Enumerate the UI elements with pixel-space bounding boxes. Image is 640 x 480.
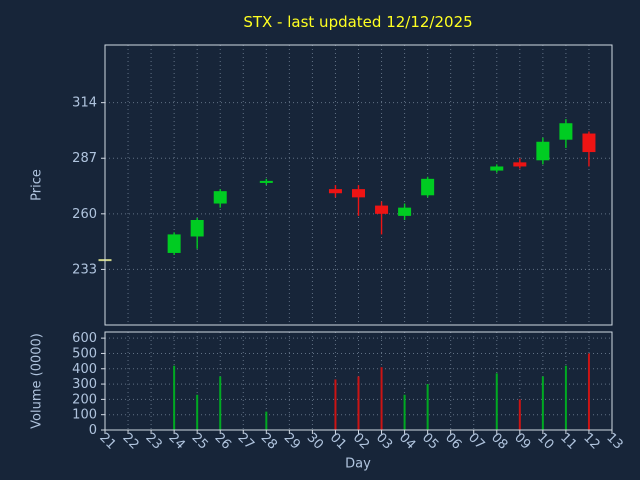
volume-bars bbox=[173, 353, 590, 430]
day-tick-label: 12 bbox=[580, 430, 602, 452]
candle-body-12 bbox=[582, 133, 596, 153]
price-axis-label: Price bbox=[29, 169, 45, 201]
day-tick-label: 08 bbox=[488, 430, 510, 452]
day-tick-label: 25 bbox=[189, 430, 211, 452]
volume-axis-label: Volume (0000) bbox=[29, 333, 45, 429]
day-tick-label: 21 bbox=[96, 430, 118, 452]
candle-body-26 bbox=[213, 191, 227, 204]
candle-body-11 bbox=[559, 123, 573, 140]
volume-tick-label: 600 bbox=[72, 331, 97, 346]
day-tick-label: 10 bbox=[534, 430, 556, 452]
candle-body-09 bbox=[513, 162, 527, 167]
candle-body-01 bbox=[328, 189, 342, 194]
chart-title: STX - last updated 12/12/2025 bbox=[243, 13, 473, 31]
day-tick-label: 13 bbox=[603, 430, 625, 452]
day-tick-label: 11 bbox=[557, 430, 579, 452]
candle-body-08 bbox=[490, 166, 504, 171]
candle-body-25 bbox=[190, 220, 204, 237]
candle-body-24 bbox=[167, 234, 181, 253]
plot-frames bbox=[104, 44, 613, 431]
day-axis-label: Day bbox=[345, 456, 371, 472]
candle-body-03 bbox=[375, 205, 389, 214]
day-tick-label: 26 bbox=[212, 430, 234, 452]
candle-body-05 bbox=[421, 178, 435, 196]
candle-body-02 bbox=[352, 189, 365, 198]
day-tick-label: 24 bbox=[165, 430, 187, 452]
price-tick-label: 233 bbox=[72, 262, 97, 277]
day-tick-label: 28 bbox=[258, 430, 280, 452]
day-tick-label: 01 bbox=[327, 430, 349, 452]
axis-ticks bbox=[101, 102, 613, 434]
day-tick-label: 02 bbox=[350, 430, 372, 452]
candle-body-28 bbox=[259, 180, 273, 183]
price-tick-label: 287 bbox=[72, 151, 97, 166]
day-tick-label: 29 bbox=[281, 430, 303, 452]
volume-tick-label: 500 bbox=[72, 346, 97, 361]
day-tick-label: 03 bbox=[373, 430, 395, 452]
volume-tick-label: 400 bbox=[72, 362, 97, 377]
day-tick-label: 05 bbox=[419, 430, 441, 452]
day-tick-label: 07 bbox=[465, 430, 487, 452]
volume-tick-label: 0 bbox=[89, 423, 97, 438]
volume-tick-label: 300 bbox=[72, 377, 97, 392]
price-tick-label: 260 bbox=[72, 207, 97, 222]
candle-body-10 bbox=[536, 141, 550, 161]
candlesticks bbox=[98, 119, 596, 262]
candle-body-04 bbox=[398, 207, 412, 216]
day-tick-label: 27 bbox=[235, 430, 257, 452]
volume-tick-label: 100 bbox=[72, 408, 97, 423]
gridlines bbox=[104, 45, 613, 431]
price-tick-label: 314 bbox=[72, 96, 97, 111]
day-tick-label: 04 bbox=[396, 430, 418, 452]
day-tick-label: 22 bbox=[119, 430, 141, 452]
day-tick-label: 06 bbox=[442, 430, 464, 452]
day-tick-label: 23 bbox=[142, 430, 164, 452]
day-tick-label: 30 bbox=[304, 430, 326, 452]
day-tick-label: 09 bbox=[511, 430, 533, 452]
volume-tick-label: 200 bbox=[72, 392, 97, 407]
